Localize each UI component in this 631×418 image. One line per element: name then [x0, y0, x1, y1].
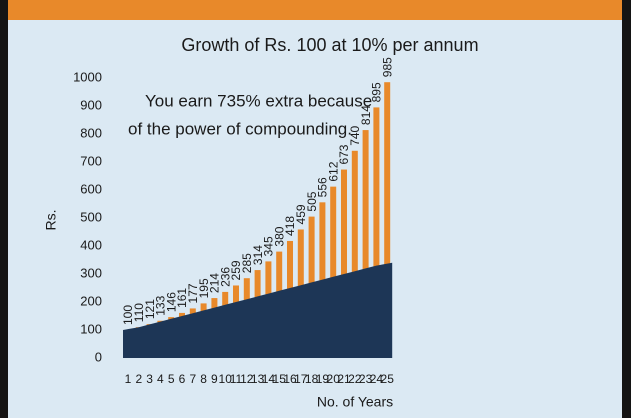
header-band — [8, 0, 622, 20]
y-tick-label: 100 — [80, 321, 102, 336]
data-label: 214 — [208, 273, 222, 293]
x-tick-label: 19 — [316, 372, 330, 386]
x-tick-label: 25 — [381, 372, 395, 386]
x-tick-label: 3 — [146, 372, 153, 386]
bar — [330, 186, 337, 358]
x-tick-label: 1 — [125, 372, 132, 386]
x-tick-label: 2 — [135, 372, 142, 386]
y-tick-label: 500 — [80, 209, 102, 224]
bar — [373, 107, 380, 359]
annotation: You earn 735% extra because — [145, 91, 372, 110]
x-tick-label: 12 — [240, 372, 254, 386]
bar — [341, 169, 347, 358]
y-tick-label: 300 — [80, 265, 102, 280]
x-tick-label: 18 — [305, 372, 319, 386]
x-tick-label: 6 — [179, 372, 186, 386]
data-label: 985 — [380, 57, 394, 77]
x-tick-label: 15 — [273, 372, 287, 386]
data-label: 285 — [240, 253, 254, 273]
data-label: 345 — [262, 236, 276, 256]
x-tick-label: 4 — [157, 372, 164, 386]
x-tick-label: 8 — [200, 372, 207, 386]
x-tick-label: 7 — [189, 372, 196, 386]
x-tick-label: 24 — [370, 372, 384, 386]
x-tick-label: 22 — [348, 372, 362, 386]
y-tick-label: 900 — [80, 97, 102, 112]
area — [123, 262, 393, 358]
x-tick-label: 14 — [262, 372, 276, 386]
data-label: 740 — [348, 125, 362, 145]
data-label: 459 — [294, 204, 308, 224]
y-tick-label: 700 — [80, 153, 102, 168]
data-label: 236 — [218, 267, 232, 287]
y-tick-label: 600 — [80, 181, 102, 196]
data-label: 110 — [132, 303, 146, 322]
bar — [351, 150, 358, 358]
data-label: 612 — [326, 161, 340, 181]
x-tick-label: 11 — [230, 372, 243, 386]
bar — [384, 82, 391, 358]
data-label: 177 — [186, 283, 200, 303]
data-label: 673 — [337, 144, 351, 164]
x-tick-label: 9 — [211, 372, 218, 386]
data-label: 314 — [251, 245, 265, 265]
x-tick-label: 17 — [294, 372, 308, 386]
y-tick-label: 200 — [80, 293, 102, 308]
y-tick-label: 400 — [80, 237, 102, 252]
data-label: 161 — [175, 288, 189, 308]
data-label: 133 — [154, 295, 168, 315]
data-label: 259 — [229, 260, 243, 280]
x-tick-label: 23 — [359, 372, 373, 386]
data-label: 505 — [305, 191, 319, 211]
chart-title: Growth of Rs. 100 at 10% per annum — [181, 35, 478, 55]
y-tick-label: 1000 — [73, 69, 102, 84]
x-tick-label: 5 — [168, 372, 175, 386]
data-label: 146 — [164, 292, 178, 312]
data-label: 418 — [283, 216, 297, 236]
data-label: 380 — [272, 226, 286, 246]
data-label: 121 — [143, 299, 157, 319]
x-tick-label: 10 — [219, 372, 233, 386]
data-label: 556 — [316, 177, 330, 197]
annotation: of the power of compounding. — [128, 119, 352, 138]
x-tick-label: 21 — [337, 372, 351, 386]
x-tick-label: 20 — [327, 372, 341, 386]
data-label: 195 — [197, 278, 211, 298]
data-label: 895 — [370, 82, 384, 102]
x-tick-label: 16 — [283, 372, 297, 386]
y-tick-label: 0 — [95, 349, 102, 364]
data-label: 814 — [359, 105, 373, 125]
y-axis-label: Rs. — [43, 210, 59, 231]
y-tick-label: 800 — [80, 125, 102, 140]
bar — [362, 130, 369, 358]
x-axis-label: No. of Years — [317, 394, 393, 410]
data-label: 100 — [121, 305, 135, 325]
x-tick-label: 13 — [251, 372, 265, 386]
